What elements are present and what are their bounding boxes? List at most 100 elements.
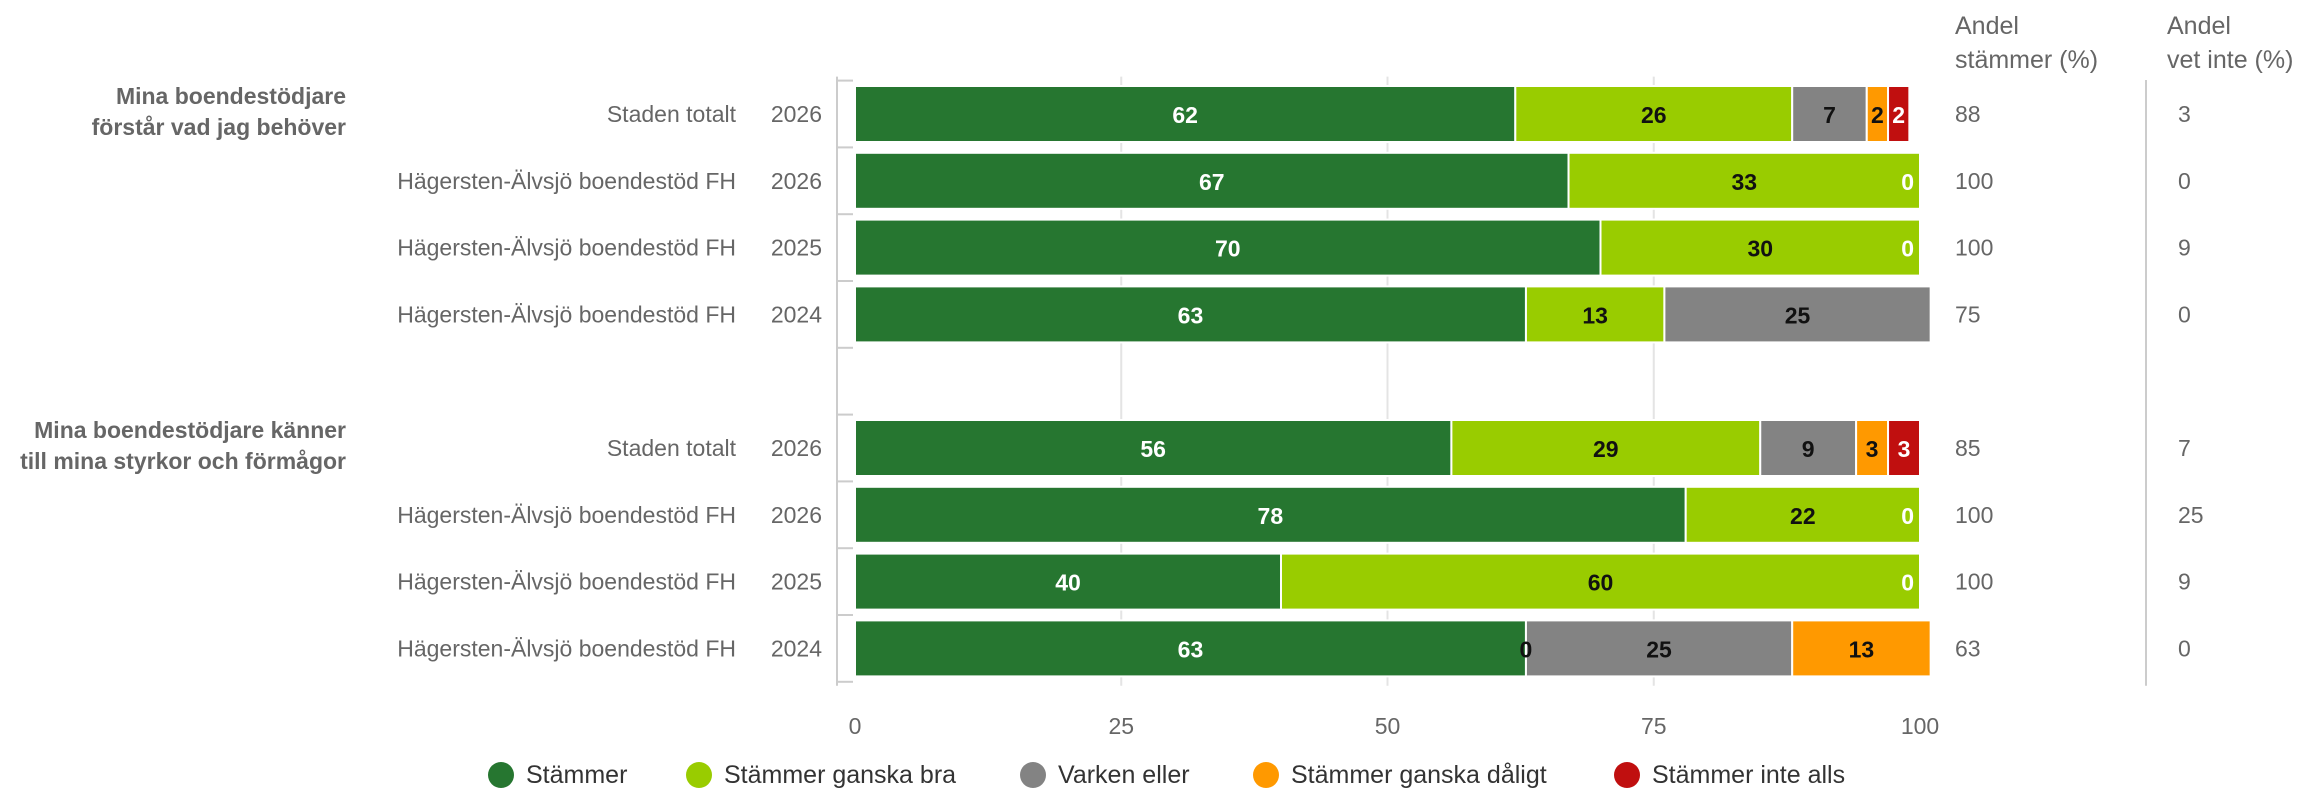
bar-segment (1791, 85, 1868, 143)
legend-label: Stämmer ganska bra (724, 761, 956, 789)
share-agree-value: 75 (1955, 301, 1981, 327)
share-dontknow-value: 9 (2178, 235, 2191, 261)
bar-segment (854, 151, 1570, 210)
share-dontknow-value: 0 (2178, 168, 2191, 194)
bar-segment (854, 218, 1602, 277)
data-label: 2 (1892, 102, 1905, 128)
bar-segment (1855, 419, 1890, 477)
row-year: 2025 (771, 569, 822, 595)
share-agree-header: stämmer (%) (1955, 46, 2098, 74)
data-label: 70 (1215, 236, 1241, 262)
share-dontknow-header: Andel (2167, 12, 2231, 40)
data-label: 0 (1901, 503, 1914, 529)
bar-segment (1759, 419, 1858, 477)
row-year: 2026 (771, 502, 822, 528)
bar-segment (1599, 218, 1921, 277)
data-label: 0 (1520, 636, 1533, 662)
data-label: 62 (1172, 102, 1198, 128)
bar-segment (854, 619, 1527, 678)
x-tick-label: 25 (1108, 713, 1134, 739)
data-label: 22 (1790, 503, 1816, 529)
row-year: 2024 (771, 635, 822, 661)
data-label: 25 (1646, 636, 1672, 662)
bar-segment (1280, 552, 1921, 611)
x-tick-label: 0 (849, 713, 862, 739)
share-agree-value: 100 (1955, 569, 1993, 595)
data-label: 63 (1178, 636, 1204, 662)
question-label: förstår vad jag behöver (92, 114, 346, 140)
data-label: 29 (1593, 436, 1619, 462)
row-label: Hägersten-Älvsjö boendestöd FH (397, 301, 736, 327)
share-dontknow-header: vet inte (%) (2167, 46, 2293, 74)
bar-segment (854, 485, 1687, 544)
bar-segment (854, 419, 1453, 477)
bar-segment (1887, 419, 1922, 477)
bar-segment (1887, 85, 1911, 143)
share-dontknow-value: 0 (2178, 301, 2191, 327)
bar-segment (1684, 485, 1921, 544)
bar-segment (1524, 619, 1794, 678)
legend-label: Stämmer (526, 761, 627, 789)
bar-segment (1791, 619, 1932, 678)
share-dontknow-value: 7 (2178, 435, 2191, 461)
x-tick-label: 75 (1641, 713, 1667, 739)
share-agree-value: 88 (1955, 101, 1981, 127)
data-label: 40 (1055, 570, 1081, 596)
row-label: Hägersten-Älvsjö boendestöd FH (397, 168, 736, 194)
x-tick-label: 50 (1375, 713, 1401, 739)
bar-segment (1450, 419, 1762, 477)
x-tick-label: 100 (1901, 713, 1939, 739)
bar-segment (1524, 285, 1666, 344)
share-agree-value: 63 (1955, 635, 1981, 661)
data-label: 60 (1588, 570, 1614, 596)
row-label: Staden totalt (607, 435, 737, 461)
bar-segment (1567, 151, 1922, 210)
share-agree-value: 100 (1955, 168, 1993, 194)
data-label: 63 (1178, 302, 1204, 328)
row-year: 2024 (771, 301, 822, 327)
data-label: 56 (1140, 436, 1166, 462)
data-label: 2 (1871, 102, 1884, 128)
legend-marker (1253, 762, 1279, 788)
data-label: 3 (1898, 436, 1911, 462)
bar-segment (854, 285, 1527, 344)
legend-label: Stämmer ganska dåligt (1291, 761, 1547, 789)
question-label: Mina boendestödjare (116, 83, 346, 109)
data-label: 13 (1582, 302, 1608, 328)
share-agree-header: Andel (1955, 12, 2019, 40)
data-label: 33 (1731, 169, 1757, 195)
data-label: 13 (1849, 636, 1875, 662)
legend-marker (1020, 762, 1046, 788)
share-agree-value: 100 (1955, 235, 1993, 261)
row-label: Hägersten-Älvsjö boendestöd FH (397, 502, 736, 528)
share-agree-value: 100 (1955, 502, 1993, 528)
row-year: 2026 (771, 435, 822, 461)
legend-marker (488, 762, 514, 788)
share-dontknow-value: 9 (2178, 569, 2191, 595)
question-label: Mina boendestödjare känner (34, 417, 346, 443)
data-label: 25 (1785, 302, 1811, 328)
legend-marker (686, 762, 712, 788)
row-year: 2026 (771, 101, 822, 127)
share-dontknow-value: 25 (2178, 502, 2204, 528)
share-dontknow-value: 3 (2178, 101, 2191, 127)
data-label: 0 (1901, 570, 1914, 596)
row-label: Staden totalt (607, 101, 737, 127)
row-year: 2026 (771, 168, 822, 194)
data-label: 78 (1258, 503, 1284, 529)
data-label: 0 (1901, 236, 1914, 262)
data-label: 3 (1866, 436, 1879, 462)
data-label: 7 (1823, 102, 1836, 128)
legend-label: Stämmer inte alls (1652, 761, 1845, 789)
row-label: Hägersten-Älvsjö boendestöd FH (397, 635, 736, 661)
legend-marker (1614, 762, 1640, 788)
data-label: 0 (1901, 169, 1914, 195)
data-label: 30 (1747, 236, 1773, 262)
row-year: 2025 (771, 235, 822, 261)
question-label: till mina styrkor och förmågor (20, 448, 346, 474)
share-dontknow-value: 0 (2178, 635, 2191, 661)
row-label: Hägersten-Älvsjö boendestöd FH (397, 235, 736, 261)
bar-segment (854, 85, 1517, 143)
bar-segment (1663, 285, 1932, 344)
